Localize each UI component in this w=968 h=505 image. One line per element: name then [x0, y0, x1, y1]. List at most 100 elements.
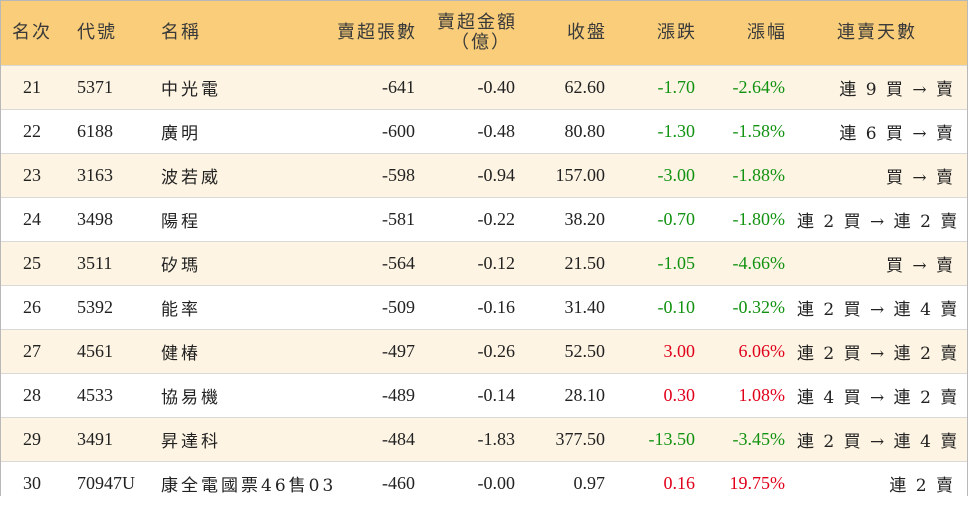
consecutive-days-cell: 連 2 買 → 連 4 賣: [797, 286, 967, 330]
change-cell: -0.10: [617, 286, 707, 330]
change-cell: -13.50: [617, 418, 707, 462]
name-cell: 陽程: [151, 198, 327, 242]
name-cell: 能率: [151, 286, 327, 330]
change-pct-cell: -3.45%: [707, 418, 797, 462]
change-cell: 3.00: [617, 330, 707, 374]
table-row: 21 5371 中光電 -641 -0.40 62.60 -1.70 -2.64…: [1, 66, 967, 110]
amount-cell: -1.83: [427, 418, 527, 462]
rank-cell: 28: [1, 374, 63, 418]
rank-cell: 29: [1, 418, 63, 462]
header-rank: 名次: [1, 1, 63, 66]
lots-cell: -460: [327, 462, 427, 505]
consecutive-days-cell: 連 2 賣: [797, 462, 967, 505]
lots-cell: -484: [327, 418, 427, 462]
change-pct-cell: -2.64%: [707, 66, 797, 110]
name-cell: 康全電國票46售03: [151, 462, 327, 505]
consecutive-days-cell: 連 2 買 → 連 2 賣: [797, 198, 967, 242]
table-row: 23 3163 波若威 -598 -0.94 157.00 -3.00 -1.8…: [1, 154, 967, 198]
close-cell: 21.50: [527, 242, 617, 286]
name-cell: 中光電: [151, 66, 327, 110]
rank-cell: 27: [1, 330, 63, 374]
table-header-row: 名次 代號 名稱 賣超張數 賣超金額 （億） 收盤 漲跌 漲幅 連賣天數: [1, 1, 967, 66]
code-cell: 3511: [63, 242, 151, 286]
close-cell: 28.10: [527, 374, 617, 418]
change-cell: -1.70: [617, 66, 707, 110]
change-pct-cell: -1.58%: [707, 110, 797, 154]
change-cell: 0.16: [617, 462, 707, 505]
code-cell: 6188: [63, 110, 151, 154]
rank-cell: 21: [1, 66, 63, 110]
header-change: 漲跌: [617, 1, 707, 66]
rank-cell: 30: [1, 462, 63, 505]
table-body: 21 5371 中光電 -641 -0.40 62.60 -1.70 -2.64…: [1, 66, 967, 505]
name-cell: 波若威: [151, 154, 327, 198]
consecutive-days-cell: 買 → 賣: [797, 242, 967, 286]
consecutive-days-cell: 連 4 買 → 連 2 賣: [797, 374, 967, 418]
code-cell: 3163: [63, 154, 151, 198]
rank-cell: 25: [1, 242, 63, 286]
lots-cell: -489: [327, 374, 427, 418]
lots-cell: -600: [327, 110, 427, 154]
lots-cell: -564: [327, 242, 427, 286]
close-cell: 62.60: [527, 66, 617, 110]
header-net-sell-amount-line2: （億）: [427, 33, 517, 53]
amount-cell: -0.26: [427, 330, 527, 374]
close-cell: 80.80: [527, 110, 617, 154]
lots-cell: -598: [327, 154, 427, 198]
table-row: 26 5392 能率 -509 -0.16 31.40 -0.10 -0.32%…: [1, 286, 967, 330]
consecutive-days-cell: 連 9 買 → 賣: [797, 66, 967, 110]
consecutive-days-cell: 連 2 買 → 連 2 賣: [797, 330, 967, 374]
header-net-sell-lots: 賣超張數: [327, 1, 427, 66]
header-close: 收盤: [527, 1, 617, 66]
close-cell: 38.20: [527, 198, 617, 242]
amount-cell: -0.16: [427, 286, 527, 330]
close-cell: 52.50: [527, 330, 617, 374]
code-cell: 5371: [63, 66, 151, 110]
table-row: 30 70947U 康全電國票46售03 -460 -0.00 0.97 0.1…: [1, 462, 967, 505]
consecutive-days-cell: 連 2 買 → 連 4 賣: [797, 418, 967, 462]
change-pct-cell: -1.80%: [707, 198, 797, 242]
table-row: 22 6188 廣明 -600 -0.48 80.80 -1.30 -1.58%…: [1, 110, 967, 154]
amount-cell: -0.22: [427, 198, 527, 242]
code-cell: 4533: [63, 374, 151, 418]
change-pct-cell: 6.06%: [707, 330, 797, 374]
amount-cell: -0.40: [427, 66, 527, 110]
code-cell: 70947U: [63, 462, 151, 505]
amount-cell: -0.48: [427, 110, 527, 154]
header-net-sell-amount-line1: 賣超金額: [427, 13, 517, 33]
rank-cell: 22: [1, 110, 63, 154]
name-cell: 矽瑪: [151, 242, 327, 286]
rank-cell: 23: [1, 154, 63, 198]
table-row: 25 3511 矽瑪 -564 -0.12 21.50 -1.05 -4.66%…: [1, 242, 967, 286]
header-consecutive-days: 連賣天數: [797, 1, 967, 66]
close-cell: 377.50: [527, 418, 617, 462]
header-name: 名稱: [151, 1, 327, 66]
amount-cell: -0.94: [427, 154, 527, 198]
lots-cell: -509: [327, 286, 427, 330]
consecutive-days-cell: 連 6 買 → 賣: [797, 110, 967, 154]
name-cell: 昇達科: [151, 418, 327, 462]
table-row: 27 4561 健椿 -497 -0.26 52.50 3.00 6.06% 連…: [1, 330, 967, 374]
amount-cell: -0.12: [427, 242, 527, 286]
header-change-pct: 漲幅: [707, 1, 797, 66]
header-code: 代號: [63, 1, 151, 66]
change-pct-cell: -4.66%: [707, 242, 797, 286]
change-cell: -1.05: [617, 242, 707, 286]
amount-cell: -0.00: [427, 462, 527, 505]
rank-cell: 24: [1, 198, 63, 242]
change-pct-cell: 1.08%: [707, 374, 797, 418]
change-pct-cell: -0.32%: [707, 286, 797, 330]
close-cell: 157.00: [527, 154, 617, 198]
name-cell: 健椿: [151, 330, 327, 374]
change-cell: -0.70: [617, 198, 707, 242]
table-row: 28 4533 協易機 -489 -0.14 28.10 0.30 1.08% …: [1, 374, 967, 418]
name-cell: 協易機: [151, 374, 327, 418]
change-pct-cell: -1.88%: [707, 154, 797, 198]
change-pct-cell: 19.75%: [707, 462, 797, 505]
change-cell: -1.30: [617, 110, 707, 154]
lots-cell: -641: [327, 66, 427, 110]
close-cell: 31.40: [527, 286, 617, 330]
change-cell: -3.00: [617, 154, 707, 198]
name-cell: 廣明: [151, 110, 327, 154]
